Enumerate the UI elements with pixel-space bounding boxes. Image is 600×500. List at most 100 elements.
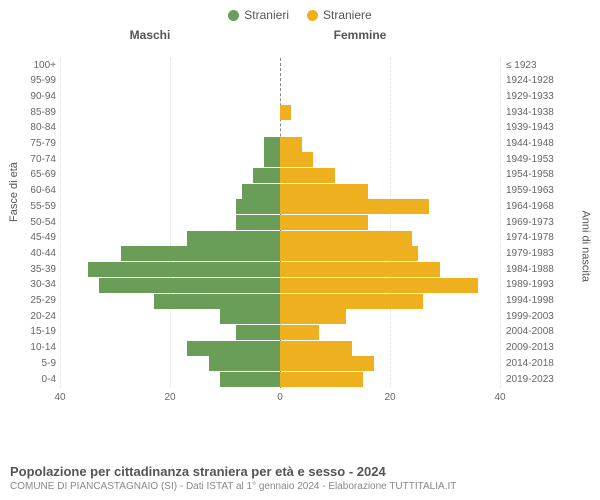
- birth-label: ≤ 1923: [506, 60, 586, 71]
- bar-female: [280, 199, 429, 214]
- bar-male: [236, 215, 280, 230]
- age-label: 20-24: [6, 311, 56, 322]
- pyramid-row: [60, 294, 500, 309]
- birth-label: 1934-1938: [506, 107, 586, 118]
- bar-male: [121, 246, 281, 261]
- bar-female: [280, 215, 368, 230]
- bar-female: [280, 325, 319, 340]
- pyramid-row: [60, 231, 500, 246]
- legend-item-male: Stranieri: [228, 8, 289, 22]
- pyramid-chart: Fasce di età Anni di nascita 402002040 1…: [0, 42, 600, 422]
- x-tick: 0: [277, 392, 283, 403]
- birth-label: 1929-1933: [506, 91, 586, 102]
- bar-female: [280, 309, 346, 324]
- bar-female: [280, 168, 335, 183]
- swatch-female: [307, 10, 318, 21]
- birth-label: 1974-1978: [506, 232, 586, 243]
- birth-label: 2014-2018: [506, 358, 586, 369]
- age-label: 60-64: [6, 185, 56, 196]
- birth-label: 1994-1998: [506, 295, 586, 306]
- age-label: 65-69: [6, 169, 56, 180]
- age-label: 55-59: [6, 201, 56, 212]
- pyramid-row: [60, 309, 500, 324]
- header-male: Maschi: [0, 28, 240, 42]
- pyramid-row: [60, 137, 500, 152]
- bar-male: [99, 278, 281, 293]
- pyramid-row: [60, 121, 500, 136]
- age-label: 50-54: [6, 217, 56, 228]
- age-label: 15-19: [6, 326, 56, 337]
- bar-male: [264, 152, 281, 167]
- age-label: 30-34: [6, 279, 56, 290]
- bar-female: [280, 105, 291, 120]
- birth-label: 1979-1983: [506, 248, 586, 259]
- x-tick: 40: [54, 392, 65, 403]
- birth-label: 1959-1963: [506, 185, 586, 196]
- gridline: [500, 58, 501, 388]
- bar-male: [220, 309, 281, 324]
- birth-label: 1954-1958: [506, 169, 586, 180]
- x-tick: 20: [384, 392, 395, 403]
- legend-item-female: Straniere: [307, 8, 372, 22]
- pyramid-row: [60, 199, 500, 214]
- bar-female: [280, 246, 418, 261]
- legend-label-female: Straniere: [323, 8, 372, 22]
- bar-male: [187, 341, 281, 356]
- plot-area: [60, 58, 500, 388]
- birth-label: 2019-2023: [506, 374, 586, 385]
- bar-female: [280, 278, 478, 293]
- age-label: 25-29: [6, 295, 56, 306]
- bar-female: [280, 152, 313, 167]
- pyramid-row: [60, 89, 500, 104]
- legend-label-male: Stranieri: [244, 8, 289, 22]
- age-label: 75-79: [6, 138, 56, 149]
- pyramid-row: [60, 58, 500, 73]
- x-tick: 20: [164, 392, 175, 403]
- birth-label: 1944-1948: [506, 138, 586, 149]
- age-label: 0-4: [6, 374, 56, 385]
- x-axis: 402002040: [60, 392, 500, 412]
- pyramid-row: [60, 372, 500, 387]
- age-label: 85-89: [6, 107, 56, 118]
- bar-male: [253, 168, 281, 183]
- age-label: 100+: [6, 60, 56, 71]
- age-label: 10-14: [6, 342, 56, 353]
- birth-label: 1969-1973: [506, 217, 586, 228]
- birth-label: 1964-1968: [506, 201, 586, 212]
- age-label: 90-94: [6, 91, 56, 102]
- pyramid-row: [60, 184, 500, 199]
- pyramid-row: [60, 341, 500, 356]
- bar-female: [280, 294, 423, 309]
- chart-title: Popolazione per cittadinanza straniera p…: [10, 464, 590, 479]
- chart-footer: Popolazione per cittadinanza straniera p…: [10, 464, 590, 492]
- pyramid-row: [60, 105, 500, 120]
- age-label: 40-44: [6, 248, 56, 259]
- birth-label: 1949-1953: [506, 154, 586, 165]
- bar-male: [154, 294, 281, 309]
- bar-female: [280, 262, 440, 277]
- pyramid-row: [60, 356, 500, 371]
- bar-male: [242, 184, 281, 199]
- bar-male: [236, 199, 280, 214]
- age-label: 80-84: [6, 122, 56, 133]
- header-female: Femmine: [240, 28, 480, 42]
- age-label: 95-99: [6, 75, 56, 86]
- birth-label: 1989-1993: [506, 279, 586, 290]
- legend: Stranieri Straniere: [0, 0, 600, 22]
- pyramid-row: [60, 168, 500, 183]
- age-label: 70-74: [6, 154, 56, 165]
- swatch-male: [228, 10, 239, 21]
- birth-label: 1984-1988: [506, 264, 586, 275]
- bar-female: [280, 137, 302, 152]
- pyramid-row: [60, 74, 500, 89]
- bar-male: [88, 262, 281, 277]
- birth-label: 2009-2013: [506, 342, 586, 353]
- bar-female: [280, 372, 363, 387]
- bar-female: [280, 341, 352, 356]
- bar-male: [187, 231, 281, 246]
- age-label: 35-39: [6, 264, 56, 275]
- birth-label: 1999-2003: [506, 311, 586, 322]
- pyramid-row: [60, 215, 500, 230]
- bar-male: [264, 137, 281, 152]
- pyramid-row: [60, 325, 500, 340]
